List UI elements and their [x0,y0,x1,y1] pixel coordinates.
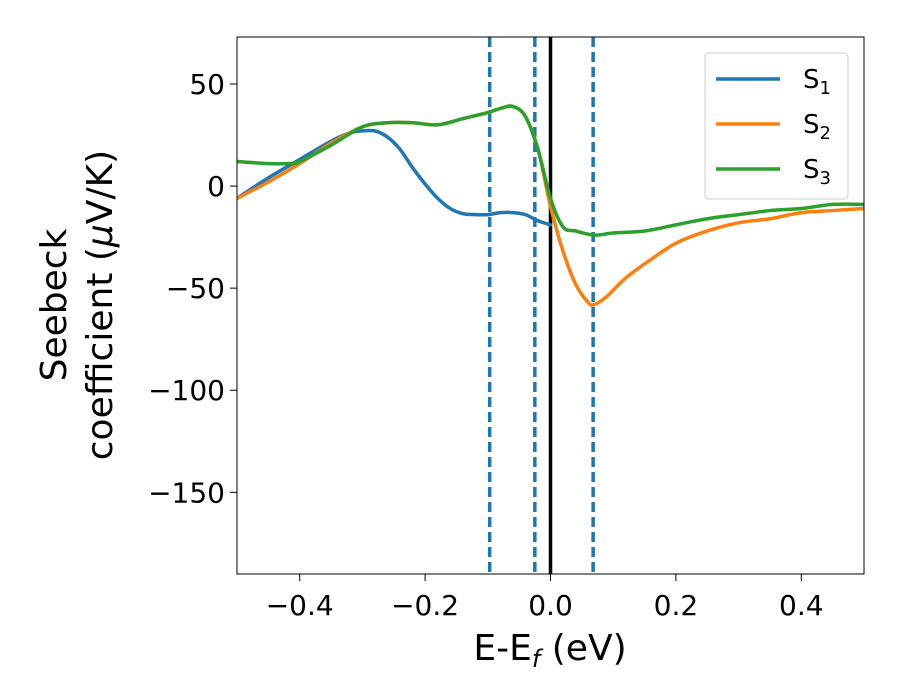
y-axis-label: Seebeck coefficient (μV/K) [34,150,121,460]
vertical-lines [487,37,595,574]
y-axis-label-line2: coefficient (μV/K) [80,150,121,460]
x-tick-label: 0.0 [528,589,573,622]
x-tick-label: −0.2 [391,589,459,622]
y-axis-label-line2-suffix: V/K) [80,150,121,224]
x-axis-label-suffix: (eV) [540,628,626,669]
x-tick-label: −0.4 [266,589,334,622]
y-tick-label: −100 [148,374,225,407]
legend-label-s3: S3 [803,155,831,189]
x-tick-label: 0.4 [779,589,824,622]
series-lines [237,104,864,307]
y-tick-label: −150 [148,476,225,509]
y-axis-label-mu: μ [80,224,121,248]
y-tick-label: −50 [166,272,225,305]
y-axis-ticks: 50 0 −50 −100 −150 [148,68,237,509]
legend-label-s2: S2 [803,110,831,144]
y-axis-label-line1: Seebeck [34,228,75,381]
x-axis-label-main: E-E [473,628,531,669]
x-axis-label: E-Ef (eV) [473,628,626,673]
x-tick-label: 0.2 [654,589,699,622]
series-line-s3 [237,104,864,237]
y-tick-label: 50 [189,68,225,101]
legend-label-s1: S1 [803,65,831,99]
legend-frame [704,52,849,200]
y-axis-label-line2-prefix: coefficient ( [80,247,121,460]
y-tick-label: 0 [207,170,225,203]
legend: S1 S2 S3 [704,52,849,200]
x-axis-ticks: −0.4 −0.2 0.0 0.2 0.4 [266,574,824,622]
